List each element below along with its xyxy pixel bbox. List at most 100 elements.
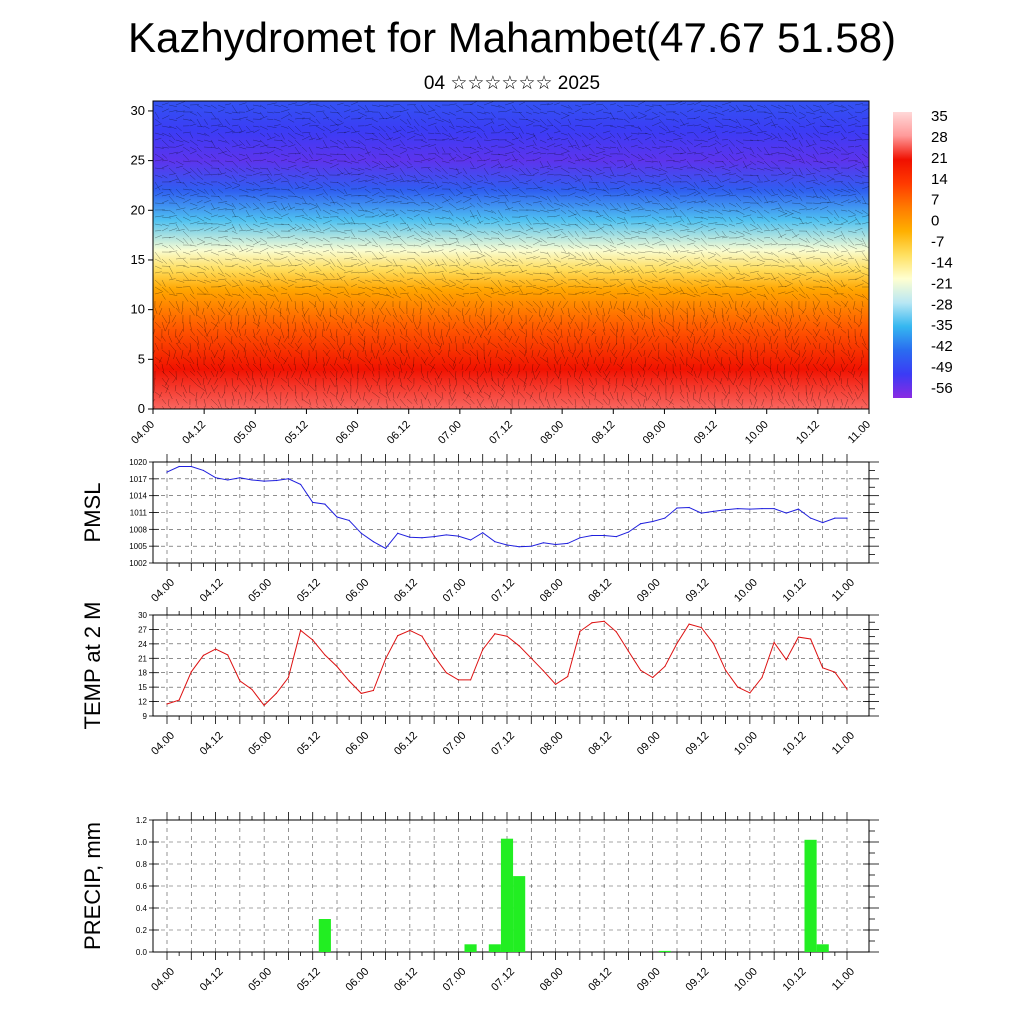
x-tick-label: 09.00: [635, 577, 663, 605]
data-point: [227, 479, 229, 481]
heatmap-y-tick-label: 15: [131, 252, 145, 267]
data-point: [603, 620, 605, 622]
y-tick-label: 1.2: [136, 816, 148, 825]
heatmap-y-tick-label: 0: [138, 401, 145, 416]
data-point: [567, 675, 569, 678]
data-point: [372, 541, 375, 543]
x-tick-label: 06.12: [392, 966, 420, 994]
data-point: [384, 658, 387, 660]
data-point: [360, 692, 362, 694]
x-tick-label: 08.00: [538, 577, 566, 605]
x-tick-label: 06.12: [392, 730, 420, 758]
heatmap-y-tick-label: 25: [131, 153, 145, 168]
y-axis-title: TEMP at 2 M: [80, 602, 105, 730]
data-point: [433, 536, 435, 538]
heatmap-y-tick-label: 30: [131, 103, 145, 118]
heatmap-x-tick-label: 07.12: [487, 419, 515, 447]
data-point: [445, 672, 447, 674]
data-point: [846, 517, 848, 519]
data-point: [494, 541, 496, 543]
colorbar-label: -21: [931, 275, 953, 292]
y-tick-label: 0.6: [136, 882, 148, 891]
data-point: [785, 512, 787, 514]
data-point: [348, 519, 350, 521]
y-tick-label: 0.2: [136, 926, 148, 935]
data-point: [397, 532, 399, 534]
data-point: [482, 649, 484, 651]
precip-bar: [658, 950, 671, 952]
x-tick-label: 04.00: [149, 577, 177, 605]
data-point: [749, 692, 751, 694]
data-point: [773, 641, 775, 644]
colorbar-label: -7: [931, 234, 944, 251]
data-point: [652, 520, 654, 523]
colorbar-label: 7: [931, 192, 939, 209]
heatmap-x-tick-label: 10.12: [794, 419, 822, 447]
data-point: [421, 537, 423, 539]
data-point: [360, 532, 362, 534]
data-point: [469, 679, 472, 681]
data-point: [299, 629, 302, 631]
heatmap-x-tick-label: 05.00: [231, 419, 259, 447]
data-point: [166, 471, 168, 473]
y-tick-label: 21: [138, 654, 147, 663]
x-tick-label: 07.00: [441, 730, 469, 758]
data-point: [664, 517, 666, 519]
temperature-colorbar: 35 28 21 14 7 0 -7 -14 -21 -28 -35 -42 -49 -56: [893, 108, 953, 398]
data-point: [251, 479, 253, 481]
y-tick-label: 1008: [129, 525, 147, 534]
data-point: [469, 539, 472, 541]
data-point: [676, 642, 678, 644]
colorbar-label: -42: [931, 338, 953, 355]
heatmap-x-tick-label: 11.00: [846, 419, 873, 446]
precip-bar: [500, 838, 514, 952]
data-point: [591, 534, 593, 537]
data-point: [724, 669, 727, 671]
precip-bar: [318, 919, 331, 952]
heatmap-x-tick-label: 04.12: [180, 419, 208, 447]
y-tick-label: 0.0: [136, 948, 148, 957]
data-point: [749, 508, 751, 510]
x-tick-label: 08.00: [538, 966, 566, 994]
data-point: [214, 648, 217, 650]
data-point: [190, 671, 192, 673]
data-point: [227, 654, 229, 656]
minor-ticks: [149, 454, 879, 571]
data-point: [324, 503, 326, 505]
x-tick-label: 08.12: [586, 966, 614, 994]
data-point: [627, 650, 630, 652]
x-tick-label: 05.00: [246, 966, 274, 994]
x-tick-label: 11.00: [830, 730, 857, 757]
data-point: [482, 532, 484, 534]
data-point: [518, 645, 520, 647]
data-point: [409, 629, 411, 631]
data-point: [421, 635, 423, 637]
data-point: [809, 638, 812, 640]
data-point: [664, 665, 666, 668]
data-point: [639, 523, 642, 525]
data-point: [688, 623, 690, 625]
y-tick-label: 30: [138, 611, 147, 620]
colorbar-label: -28: [931, 296, 953, 313]
heatmap-y-tick-label: 10: [131, 302, 145, 317]
heatmap-x-tick-label: 06.12: [385, 419, 413, 447]
x-tick-label: 04.00: [149, 966, 177, 994]
data-point: [336, 516, 338, 518]
x-tick-label: 10.12: [781, 730, 809, 758]
data-point: [494, 633, 496, 635]
data-point: [797, 636, 800, 638]
data-point: [312, 501, 314, 503]
grid: [153, 614, 869, 717]
data-point: [348, 680, 350, 682]
data-point: [178, 699, 180, 701]
x-tick-label: 09.00: [635, 730, 663, 758]
x-tick-label: 04.12: [198, 966, 226, 994]
data-point: [822, 522, 824, 524]
y-tick-label: 1002: [129, 559, 147, 568]
data-point: [457, 535, 460, 537]
data-point: [615, 536, 617, 538]
x-tick-label: 05.00: [246, 730, 274, 758]
y-tick-label: 12: [138, 698, 147, 707]
minor-ticks: [149, 812, 879, 960]
heatmap-y-tick-label: 5: [138, 351, 145, 366]
